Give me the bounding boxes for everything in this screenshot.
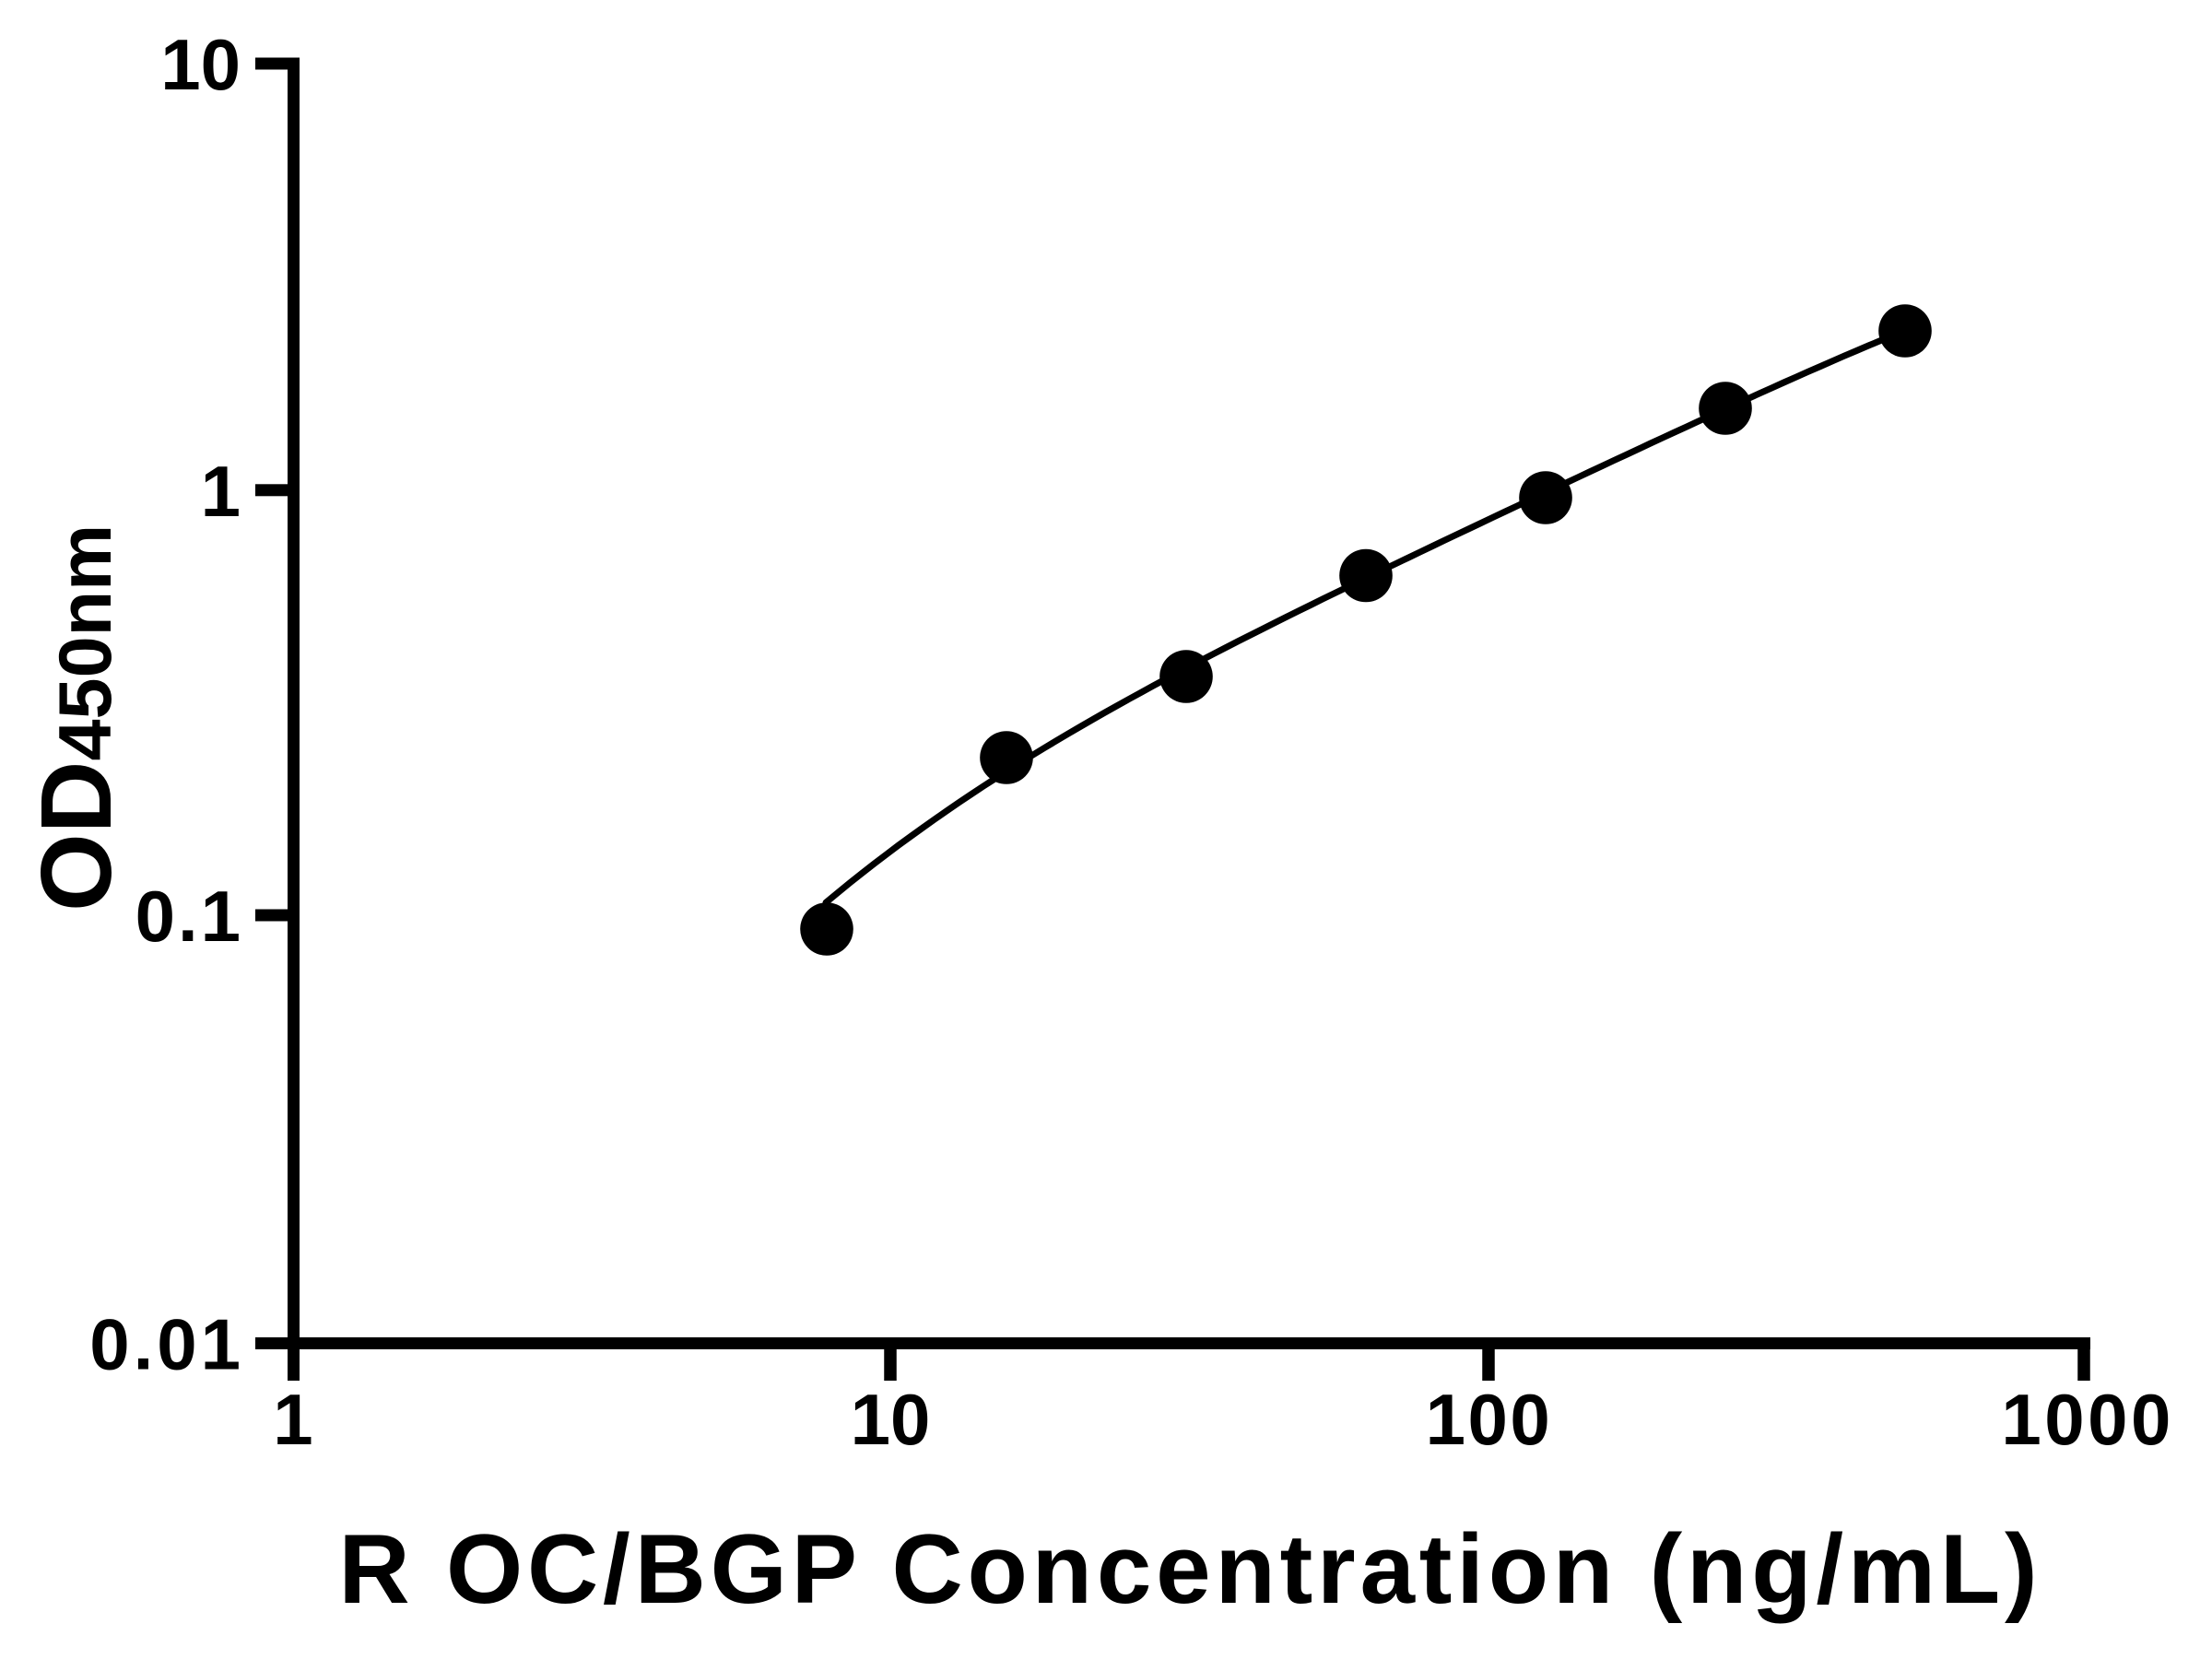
svg-text:OD450nm: OD450nm [20, 524, 133, 912]
svg-text:0.1: 0.1 [135, 876, 243, 957]
svg-text:1: 1 [201, 451, 241, 532]
svg-text:1: 1 [273, 1379, 312, 1460]
svg-text:10: 10 [851, 1379, 931, 1460]
svg-text:10: 10 [160, 24, 241, 105]
svg-text:R OC/BGP Concentration (ng/mL): R OC/BGP Concentration (ng/mL) [338, 1513, 2041, 1624]
svg-text:0.01: 0.01 [89, 1304, 244, 1385]
svg-text:1000: 1000 [2001, 1379, 2174, 1460]
svg-text:100: 100 [1426, 1379, 1553, 1460]
